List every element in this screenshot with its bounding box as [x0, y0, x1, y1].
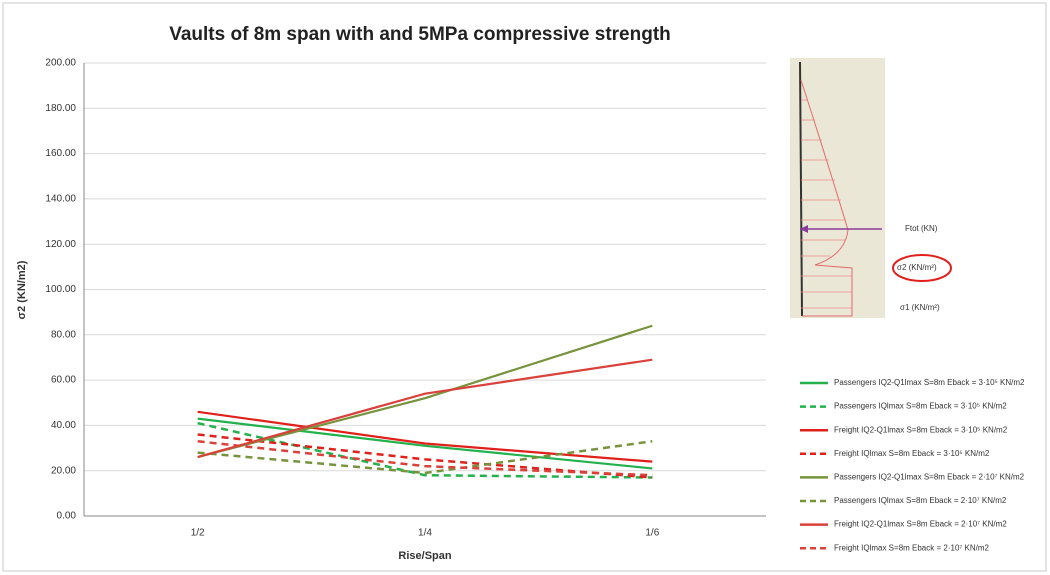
series-line	[197, 421, 653, 479]
series-line	[197, 440, 653, 475]
y-tick-label: 60.00	[51, 375, 76, 386]
inset-hatch	[801, 99, 852, 309]
inset-label: σ2 (KN/m²)	[897, 263, 937, 272]
y-tick-label: 80.00	[51, 329, 76, 340]
x-tick-label: 1/2	[191, 528, 205, 539]
y-tick-label: 20.00	[51, 465, 76, 476]
legend-label: Passengers IQlmax S=8m Eback = 2·10⁷ KN/…	[834, 496, 1007, 505]
inset-arrow-head	[800, 225, 808, 233]
inset-background	[790, 58, 885, 318]
y-tick-label: 180.00	[45, 103, 76, 114]
series-line	[197, 440, 653, 477]
highlight-ellipse	[892, 254, 952, 282]
legend-label: Passengers IQ2-Q1lmax S=8m Eback = 2·10⁷…	[834, 473, 1025, 482]
y-tick-label: 0.00	[57, 511, 77, 522]
y-tick-label: 140.00	[45, 194, 76, 205]
y-axis-label: σ2 (KN/m2)	[16, 260, 28, 319]
legend-label: Freight IQ2-Q1lmax S=8m Eback = 2·10⁷ KN…	[834, 520, 1007, 529]
x-axis-label: Rise/Span	[398, 550, 451, 562]
y-tick-label: 200.00	[45, 58, 76, 69]
chart-title: Vaults of 8m span with and 5MPa compress…	[169, 24, 671, 45]
legend-label: Freight IQ2-Q1lmax S=8m Eback = 3·10⁵ KN…	[834, 425, 1008, 434]
legend-label: Passengers IQlmax S=8m Eback = 3·10⁵ KN/…	[834, 402, 1007, 411]
y-tick-label: 100.00	[45, 284, 76, 295]
legend-label: Freight IQlmax S=8m Eback = 2·10⁷ KN/m2	[834, 543, 990, 552]
x-tick-label: 1/6	[645, 528, 659, 539]
y-tick-label: 160.00	[45, 148, 76, 159]
inset-label: σ1 (KN/m²)	[900, 303, 940, 312]
inset-stress	[800, 79, 853, 317]
inset-wall	[799, 61, 803, 317]
inset-diagram: Ftot (KN) σ2 (KN/m²) σ1 (KN/m²)	[790, 58, 952, 318]
series-line	[197, 358, 653, 459]
y-tick-label: 120.00	[45, 239, 76, 250]
y-tick-label: 40.00	[51, 420, 76, 431]
series-line	[197, 324, 653, 459]
x-tick-label: 1/4	[418, 528, 432, 539]
legend-label: Passengers IQ2-Q1lmax S=8m Eback = 3·10⁵…	[834, 378, 1025, 387]
legend-label: Freight IQlmax S=8m Eback = 3·10⁵ KN/m2	[834, 449, 990, 458]
inset-label: Ftot (KN)	[905, 224, 938, 233]
series-line	[197, 433, 653, 479]
series-line	[197, 410, 653, 463]
series-line	[197, 417, 653, 470]
